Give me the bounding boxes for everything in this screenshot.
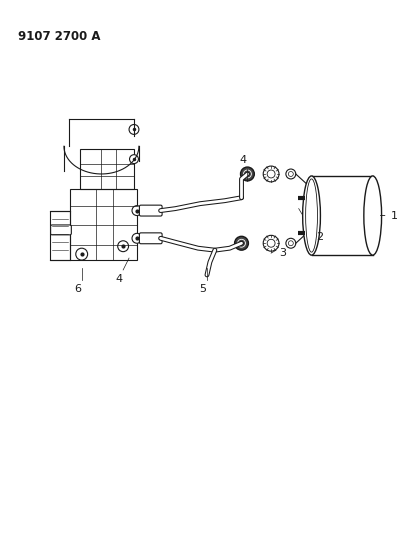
Circle shape (286, 238, 296, 248)
Circle shape (267, 170, 275, 178)
Text: 2: 2 (316, 232, 323, 243)
Circle shape (289, 241, 293, 246)
Circle shape (235, 236, 248, 250)
Bar (50, 211, 70, 260)
Circle shape (129, 155, 139, 164)
Text: 9107 2700 A: 9107 2700 A (18, 30, 100, 44)
Text: 4: 4 (115, 274, 123, 284)
FancyBboxPatch shape (139, 205, 162, 216)
Bar (80, 149, 134, 189)
Text: 5: 5 (199, 284, 207, 294)
Circle shape (263, 166, 279, 182)
Circle shape (132, 233, 142, 243)
Circle shape (263, 236, 279, 251)
Text: 1: 1 (381, 211, 397, 221)
Circle shape (289, 172, 293, 176)
Text: 6: 6 (74, 284, 81, 294)
Circle shape (132, 206, 142, 215)
Circle shape (129, 125, 139, 134)
Text: 3: 3 (279, 248, 286, 258)
Ellipse shape (364, 176, 381, 255)
Circle shape (76, 248, 88, 260)
FancyBboxPatch shape (51, 225, 72, 235)
Bar (70, 189, 137, 260)
Circle shape (286, 169, 296, 179)
Circle shape (118, 241, 129, 252)
Circle shape (267, 239, 275, 247)
FancyBboxPatch shape (139, 233, 162, 244)
Text: 4: 4 (240, 155, 247, 165)
Ellipse shape (302, 176, 321, 255)
Circle shape (240, 167, 254, 181)
